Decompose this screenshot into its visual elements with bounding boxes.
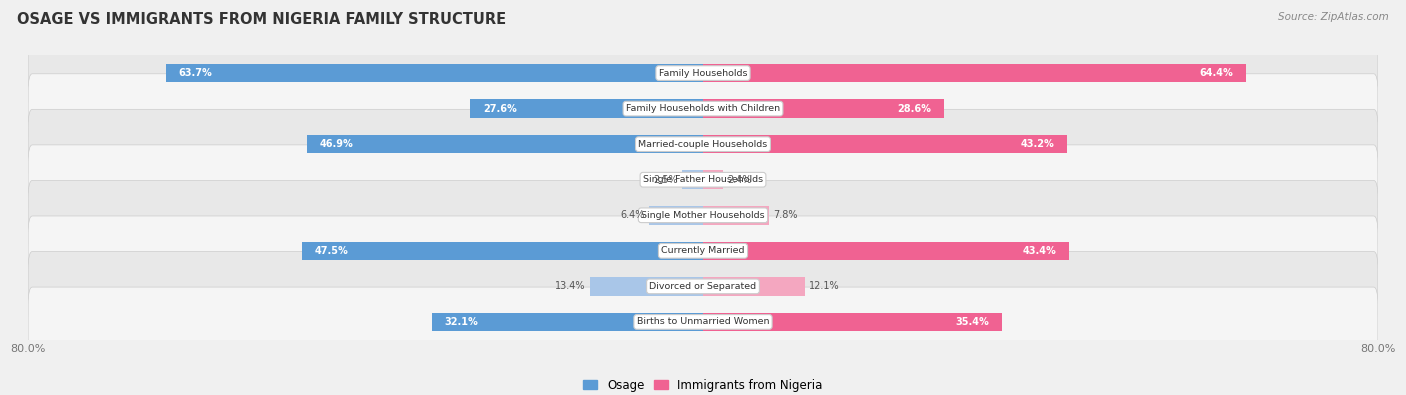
Text: Source: ZipAtlas.com: Source: ZipAtlas.com [1278, 12, 1389, 22]
Bar [432, 313, 703, 331]
Text: Single Father Households: Single Father Households [643, 175, 763, 184]
FancyBboxPatch shape [28, 74, 1378, 143]
Text: 63.7%: 63.7% [179, 68, 212, 78]
FancyBboxPatch shape [28, 38, 1378, 108]
FancyBboxPatch shape [28, 216, 1378, 286]
Text: 46.9%: 46.9% [321, 139, 354, 149]
FancyBboxPatch shape [28, 252, 1378, 321]
Text: 28.6%: 28.6% [898, 103, 932, 114]
Bar [470, 100, 703, 118]
FancyBboxPatch shape [28, 145, 1378, 214]
Bar [703, 171, 723, 189]
Text: 2.4%: 2.4% [727, 175, 752, 185]
Text: 43.4%: 43.4% [1022, 246, 1056, 256]
Text: 32.1%: 32.1% [444, 317, 478, 327]
Text: Family Households with Children: Family Households with Children [626, 104, 780, 113]
Bar [302, 242, 703, 260]
Text: 43.2%: 43.2% [1021, 139, 1054, 149]
FancyBboxPatch shape [28, 181, 1378, 250]
Text: 12.1%: 12.1% [810, 281, 839, 292]
Text: 27.6%: 27.6% [482, 103, 516, 114]
Text: Divorced or Separated: Divorced or Separated [650, 282, 756, 291]
Text: Births to Unmarried Women: Births to Unmarried Women [637, 318, 769, 326]
FancyBboxPatch shape [28, 109, 1378, 179]
Text: Currently Married: Currently Married [661, 246, 745, 255]
Bar [703, 242, 1069, 260]
Bar [703, 277, 806, 295]
Bar [703, 313, 1001, 331]
FancyBboxPatch shape [28, 287, 1378, 357]
Text: 35.4%: 35.4% [955, 317, 988, 327]
Legend: Osage, Immigrants from Nigeria: Osage, Immigrants from Nigeria [579, 374, 827, 395]
Text: 13.4%: 13.4% [555, 281, 586, 292]
Bar [703, 135, 1067, 153]
Bar [650, 206, 703, 224]
Text: 47.5%: 47.5% [315, 246, 349, 256]
Bar [591, 277, 703, 295]
Text: Single Mother Households: Single Mother Households [641, 211, 765, 220]
Text: OSAGE VS IMMIGRANTS FROM NIGERIA FAMILY STRUCTURE: OSAGE VS IMMIGRANTS FROM NIGERIA FAMILY … [17, 12, 506, 27]
Text: 64.4%: 64.4% [1199, 68, 1233, 78]
Bar [308, 135, 703, 153]
Bar [703, 64, 1246, 82]
Text: 6.4%: 6.4% [620, 210, 645, 220]
Text: Married-couple Households: Married-couple Households [638, 140, 768, 149]
Bar [682, 171, 703, 189]
Text: Family Households: Family Households [659, 69, 747, 77]
Bar [166, 64, 703, 82]
Bar [703, 206, 769, 224]
Bar [703, 100, 945, 118]
Text: 7.8%: 7.8% [773, 210, 797, 220]
Text: 2.5%: 2.5% [652, 175, 678, 185]
